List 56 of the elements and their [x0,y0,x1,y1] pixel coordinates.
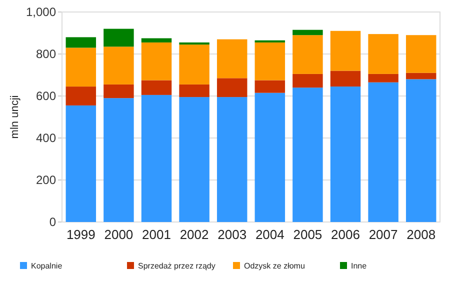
bar [104,98,134,222]
bar [179,42,210,45]
bar [141,80,172,95]
bar [254,92,286,222]
bar [292,30,323,36]
x-tick-label: 2001 [142,227,171,242]
bar [292,88,323,222]
bar [179,97,210,222]
x-tick-label: 1999 [66,227,96,242]
bar [254,80,286,93]
bar [368,82,398,222]
bar [141,38,172,42]
x-tick-label: 2006 [331,227,360,242]
x-tick-label: 2002 [180,227,209,242]
bar [330,70,361,87]
bar [292,74,323,88]
x-tick-label: 2000 [104,227,134,242]
bar [330,86,361,222]
bar [179,84,210,98]
bar [66,48,96,87]
legend-label: Kopalnie [31,262,63,270]
bar [104,46,134,84]
bar [292,35,323,74]
y-tick-label: 200 [36,173,56,188]
y-tick-label: 1,000 [26,5,56,20]
bar [330,30,361,71]
bar [406,79,436,222]
bar [368,34,398,74]
bar [104,84,134,98]
x-tick-label: 2007 [368,227,398,242]
x-tick-label: 2004 [255,227,284,242]
bar [141,94,172,222]
legend-label: Inne [351,262,368,270]
bar [254,42,286,80]
bar [216,78,248,98]
bar [141,42,172,80]
y-tick-label: 600 [36,89,56,104]
bar [179,44,210,84]
bar [216,39,248,78]
bar [216,97,248,222]
y-tick-label: 800 [36,47,56,62]
legend-label: Sprzedaż przez rządy [138,262,216,270]
y-tick-label: 400 [36,131,56,146]
legend-label: Odzysk ze złomu [244,262,305,270]
bar [406,35,436,73]
bar [66,37,96,48]
x-tick-label: 2003 [218,227,247,242]
bar [104,28,134,47]
bar [66,105,96,222]
y-axis-title: mln uncji [9,95,21,139]
bar [66,86,96,106]
bar [368,74,398,82]
bar [406,72,436,80]
x-tick-label: 2005 [293,227,322,242]
x-tick-label: 2008 [406,227,436,242]
y-tick-label: 0 [49,215,56,230]
